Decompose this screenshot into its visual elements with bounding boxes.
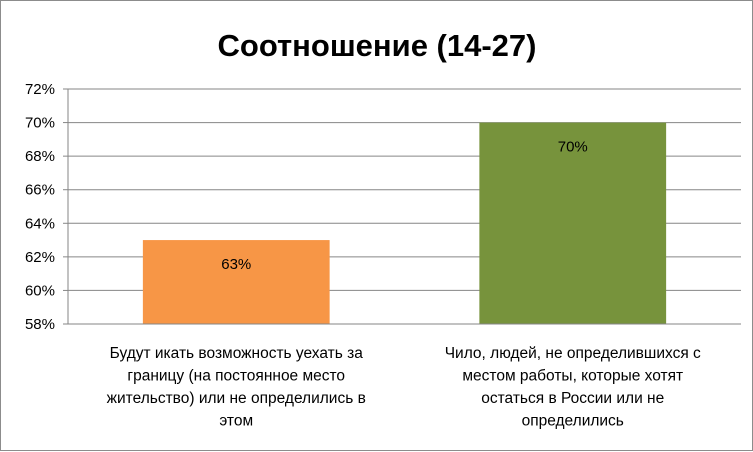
y-tick-label: 62%: [25, 249, 55, 266]
data-label: 70%: [558, 139, 588, 156]
y-tick-label: 58%: [25, 316, 55, 333]
bar: [479, 122, 667, 324]
bars: [142, 122, 667, 324]
y-tick-label: 66%: [25, 182, 55, 199]
y-axis-ticks: 58% 60% 62% 64% 66% 68% 70% 72%: [25, 81, 68, 333]
y-tick-label: 60%: [25, 282, 55, 299]
y-tick-label: 70%: [25, 115, 55, 132]
data-labels: 63% 70%: [221, 139, 588, 274]
y-tick-label: 68%: [25, 148, 55, 165]
y-tick-label: 72%: [25, 81, 55, 98]
bar: [142, 240, 330, 324]
data-label: 63%: [221, 256, 251, 273]
category-labels: Будут икать возможность уехать за границу…: [107, 345, 701, 430]
category-label: Будут икать возможность уехать за границу…: [107, 345, 366, 430]
y-tick-label: 64%: [25, 215, 55, 232]
chart-title: Соотношение (14-27): [218, 28, 537, 63]
category-label: Чило, людей, не определившихся с местом р…: [445, 345, 701, 430]
